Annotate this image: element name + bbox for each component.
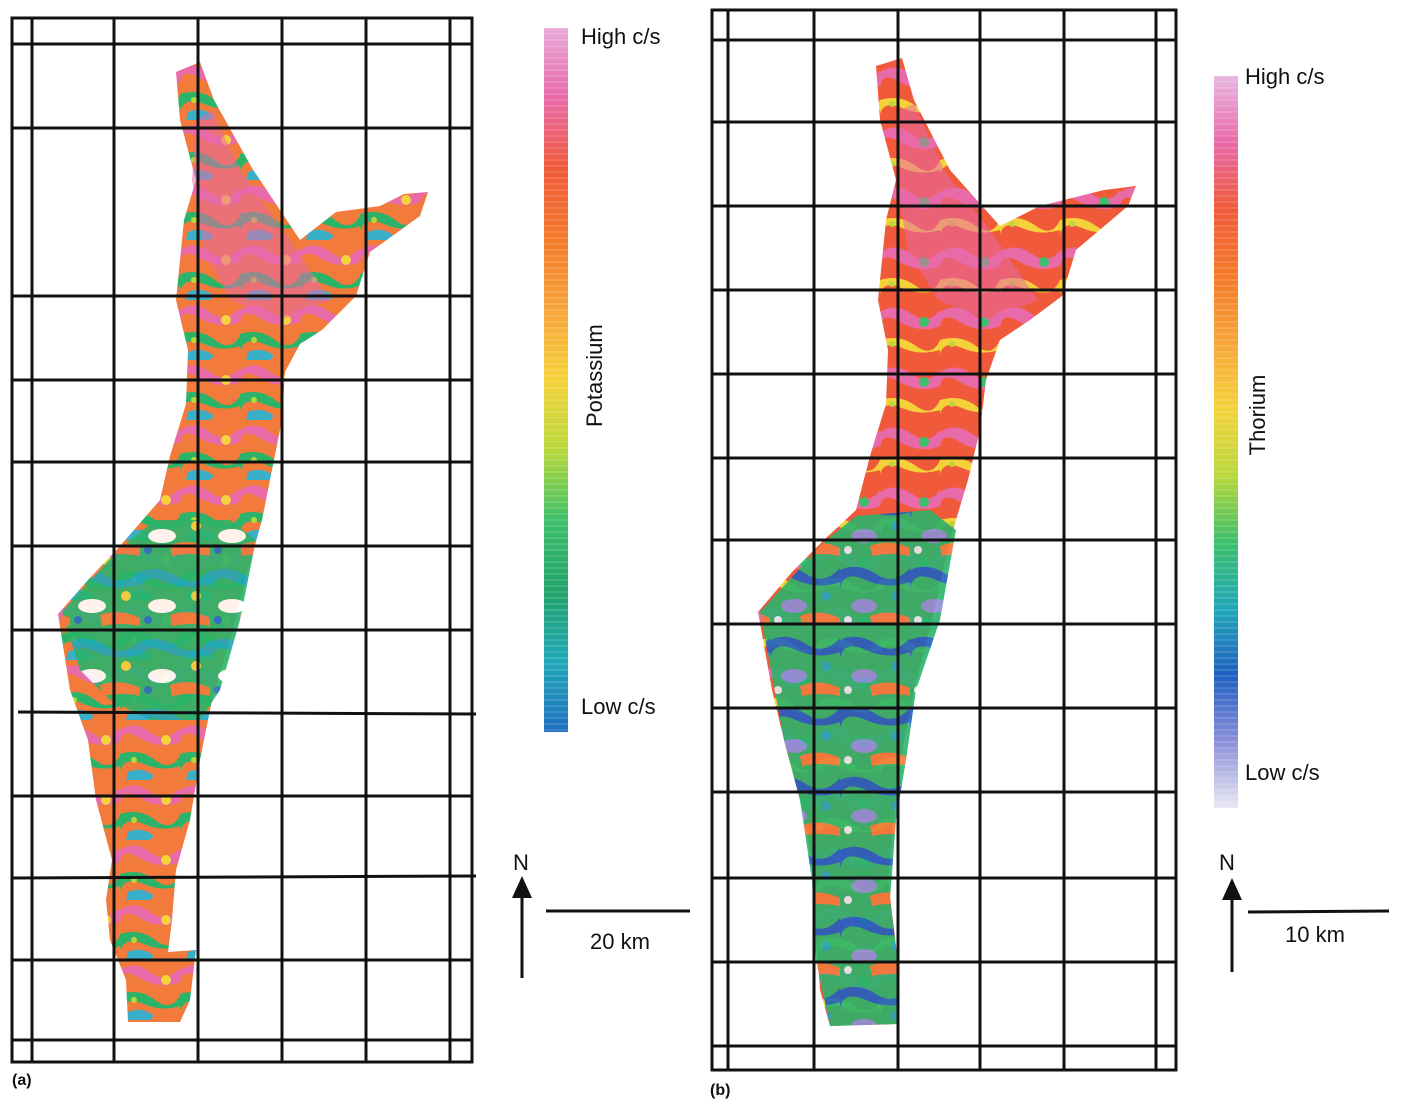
potassium-legend-title: Potassium [582, 324, 607, 427]
panel-a: High c/s Low c/s Potassium N 20 km (a) [0, 0, 700, 1104]
thorium-legend-title: Thorium [1245, 374, 1270, 456]
potassium-map [10, 16, 690, 1064]
map-grid [710, 8, 1178, 1072]
scale-label: 10 km [1285, 922, 1345, 947]
legend-gradient [1214, 76, 1238, 808]
potassium-color-bar [544, 27, 568, 732]
thorium-low-label: Low c/s [1245, 760, 1320, 785]
potassium-northern-zone [192, 110, 330, 320]
north-arrow-icon [1222, 878, 1242, 972]
thorium-color-bar [1214, 75, 1238, 808]
potassium-southern-zone [62, 520, 256, 720]
thorium-northern-zone [896, 104, 1038, 320]
thorium-southern-zone [760, 510, 956, 1026]
legend-gradient [544, 28, 568, 732]
panel-b: High c/s Low c/s Thorium N 10 km (b) [700, 0, 1419, 1104]
north-label: N [1219, 850, 1235, 875]
potassium-high-label: High c/s [581, 24, 661, 49]
thorium-high-label: High c/s [1245, 64, 1325, 89]
north-arrow-icon [512, 876, 532, 978]
north-label: N [513, 850, 529, 875]
thorium-map [710, 8, 1390, 1072]
potassium-low-label: Low c/s [581, 694, 656, 719]
scale-bar [1247, 909, 1390, 914]
map-grid [10, 16, 477, 1064]
panel-a-label: (a) [12, 1072, 32, 1089]
panel-b-label: (b) [710, 1082, 731, 1099]
scale-label: 20 km [590, 929, 650, 954]
